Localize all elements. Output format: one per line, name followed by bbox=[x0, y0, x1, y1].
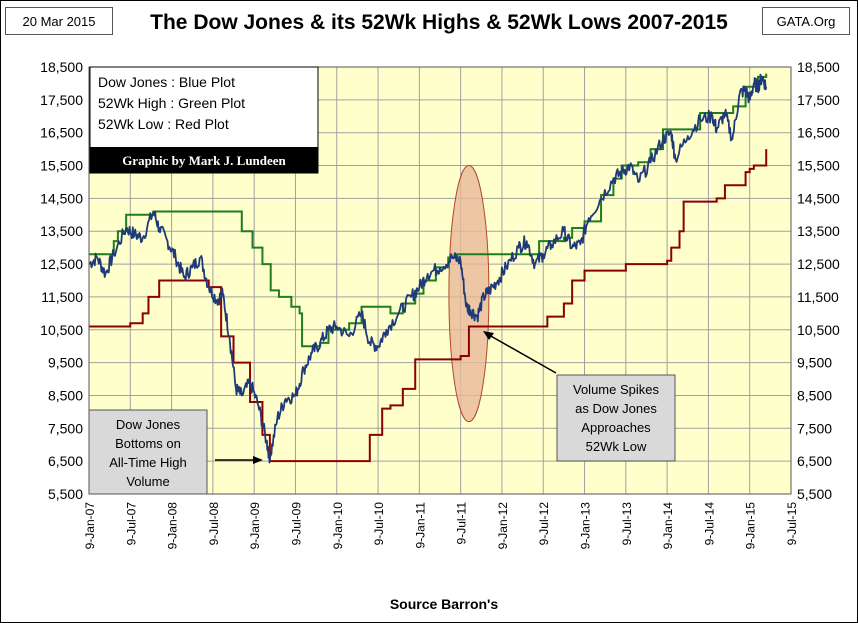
annotation-bottom-arrowhead bbox=[253, 456, 263, 464]
y-tick-label-right: 5,500 bbox=[797, 486, 832, 502]
y-tick-label-right: 6,500 bbox=[797, 453, 832, 469]
annotation-spike-line2: as Dow Jones bbox=[575, 401, 657, 416]
x-tick-label: 9-Jan-14 bbox=[661, 502, 675, 550]
annotation-bottom-line1: Dow Jones bbox=[116, 417, 181, 432]
x-axis-label: Source Barron's bbox=[390, 596, 499, 612]
annotation-bottom-line2: Bottoms on bbox=[115, 436, 181, 451]
x-tick-label: 9-Jul-08 bbox=[207, 502, 221, 546]
legend-dow: Dow Jones : Blue Plot bbox=[98, 74, 235, 90]
plot-border bbox=[88, 66, 792, 495]
x-tick-label: 9-Jan-12 bbox=[496, 502, 510, 550]
annotation-spike-arrowhead bbox=[483, 331, 494, 340]
y-tick-label-left: 5,500 bbox=[48, 486, 83, 502]
x-tick-label: 9-Jan-09 bbox=[248, 502, 262, 550]
y-tick-label-right: 16,500 bbox=[797, 125, 840, 141]
y-tick-label-right: 12,500 bbox=[797, 256, 840, 272]
x-tick-label: 9-Jul-12 bbox=[537, 502, 551, 546]
y-tick-label-left: 8,500 bbox=[48, 387, 83, 403]
x-tick-label: 9-Jan-15 bbox=[744, 502, 758, 550]
annotation-bottom: Dow Jones Bottoms on All-Time High Volum… bbox=[88, 409, 263, 495]
annotation-spike-line3: Approaches bbox=[581, 420, 651, 435]
source-site-label: GATA.Org bbox=[762, 7, 850, 35]
y-tick-label-right: 10,500 bbox=[797, 322, 840, 338]
y-tick-label-right: 8,500 bbox=[797, 387, 832, 403]
y-tick-label-left: 14,500 bbox=[40, 190, 83, 206]
y-tick-label-left: 18,500 bbox=[40, 59, 83, 75]
annotation-bottom-line4: Volume bbox=[126, 474, 169, 489]
annotation-bottom-line3: All-Time High bbox=[109, 455, 187, 470]
credit-text: Graphic by Mark J. Lundeen bbox=[122, 153, 286, 168]
y-tick-label-left: 15,500 bbox=[40, 158, 83, 174]
x-tick-label: 9-Jan-08 bbox=[166, 502, 180, 550]
y-tick-label-right: 17,500 bbox=[797, 92, 840, 108]
chart-title: The Dow Jones & its 52Wk Highs & 52Wk Lo… bbox=[150, 11, 728, 34]
legend: Dow Jones : Blue Plot 52Wk High : Green … bbox=[89, 66, 319, 174]
y-tick-label-right: 14,500 bbox=[797, 190, 840, 206]
x-tick-label: 9-Jul-14 bbox=[702, 502, 716, 546]
y-tick-label-left: 16,500 bbox=[40, 125, 83, 141]
y-tick-label-right: 9,500 bbox=[797, 355, 832, 371]
annotation-spike-box bbox=[556, 374, 676, 462]
x-tick-label: 9-Jul-11 bbox=[455, 502, 469, 545]
x-tick-label: 9-Jan-07 bbox=[83, 502, 97, 550]
x-tick-label: 9-Jan-13 bbox=[579, 502, 593, 550]
x-tick-label: 9-Jul-10 bbox=[372, 502, 386, 546]
x-tick-label: 9-Jul-15 bbox=[785, 502, 799, 546]
x-tick-label: 9-Jul-13 bbox=[620, 502, 634, 546]
y-tick-label-left: 13,500 bbox=[40, 223, 83, 239]
y-tick-label-left: 7,500 bbox=[48, 420, 83, 436]
series-dow-jones bbox=[88, 73, 768, 464]
y-tick-label-right: 15,500 bbox=[797, 158, 840, 174]
x-tick-label: 9-Jan-11 bbox=[413, 502, 427, 549]
axes: 5,500 5,500 6,500 6,500 7,500 7,500 8,500 8,500… bbox=[40, 59, 840, 549]
y-tick-label-left: 17,500 bbox=[40, 92, 83, 108]
credit-bar bbox=[90, 147, 318, 173]
y-tick-label-right: 7,500 bbox=[797, 420, 832, 436]
annotation-bottom-box bbox=[88, 409, 208, 495]
annotation-spike-line4: 52Wk Low bbox=[586, 439, 647, 454]
y-tick-label-left: 10,500 bbox=[40, 322, 83, 338]
y-tick-label-left: 6,500 bbox=[48, 453, 83, 469]
date-label: 20 Mar 2015 bbox=[5, 7, 113, 35]
y-tick-label-right: 13,500 bbox=[797, 223, 840, 239]
y-tick-label-right: 18,500 bbox=[797, 59, 840, 75]
series-layer bbox=[88, 73, 768, 464]
y-tick-label-left: 9,500 bbox=[48, 355, 83, 371]
x-tick-label: 9-Jan-10 bbox=[331, 502, 345, 550]
x-tick-label: 9-Jul-09 bbox=[289, 502, 303, 546]
annotation-spike-line1: Volume Spikes bbox=[573, 382, 659, 397]
y-tick-label-left: 11,500 bbox=[41, 289, 83, 305]
annotation-spike: Volume Spikes as Dow Jones Approaches 52… bbox=[483, 331, 676, 462]
x-tick-label: 9-Jul-07 bbox=[124, 502, 138, 546]
y-tick-label-left: 12,500 bbox=[40, 256, 83, 272]
annotation-spike-arrow bbox=[488, 334, 557, 374]
y-tick-label-right: 11,500 bbox=[797, 289, 839, 305]
legend-high: 52Wk High : Green Plot bbox=[98, 95, 245, 111]
legend-low: 52Wk Low : Red Plot bbox=[98, 116, 229, 132]
